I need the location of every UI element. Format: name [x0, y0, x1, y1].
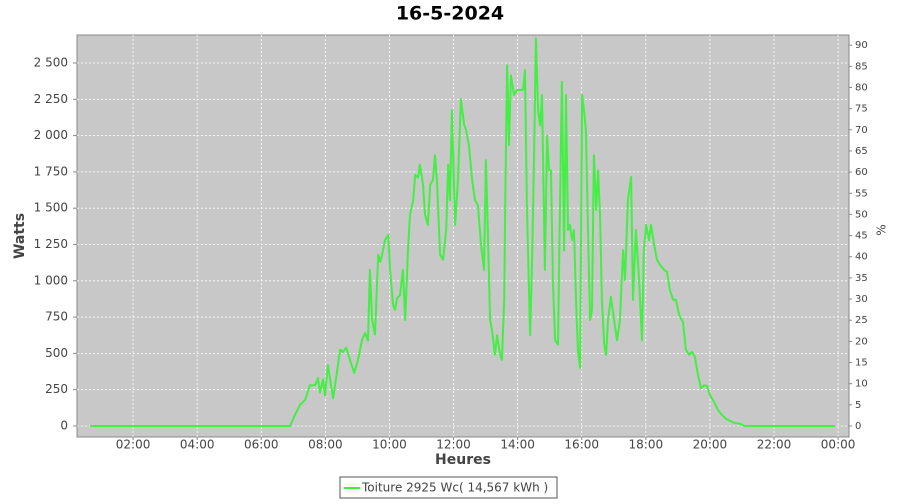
y2-tick-label: 35 — [855, 273, 868, 284]
y-tick-label: 1 750 — [34, 164, 68, 178]
y-tick-label: 250 — [45, 382, 68, 396]
y-tick-label: 500 — [45, 346, 68, 360]
y2-tick-label: 70 — [855, 125, 868, 136]
plot-area — [76, 34, 850, 438]
y2-tick-label: 15 — [855, 358, 868, 369]
y2-tick-label: 20 — [855, 336, 868, 347]
y-axis-label: Watts — [12, 213, 28, 259]
y2-tick-label: 25 — [855, 315, 868, 326]
x-tick-label: 04:00 — [180, 438, 215, 452]
x-tick-label: 14:00 — [500, 438, 535, 452]
legend — [339, 476, 558, 499]
y2-tick-label: 50 — [855, 209, 868, 220]
x-tick-label: 08:00 — [308, 438, 343, 452]
y2-tick-label: 55 — [855, 188, 868, 199]
y2-tick-label: 0 — [855, 421, 861, 432]
x-tick-label: 02:00 — [116, 438, 151, 452]
y2-tick-label: 60 — [855, 167, 868, 178]
y2-tick-label: 85 — [855, 61, 868, 72]
x-tick-label: 12:00 — [436, 438, 471, 452]
x-tick-label: 00:00 — [821, 438, 856, 452]
x-tick-label: 20:00 — [693, 438, 728, 452]
y2-tick-label: 5 — [855, 400, 861, 411]
y2-tick-label: 65 — [855, 146, 868, 157]
y2-tick-label: 10 — [855, 379, 868, 390]
y-tick-label: 2 500 — [34, 56, 68, 70]
y2-tick-label: 80 — [855, 82, 868, 93]
y-tick-label: 2 250 — [34, 92, 68, 106]
y-tick-label: 2 000 — [34, 128, 68, 142]
legend-label: Toiture 2925 Wc( 14,567 kWh ) — [361, 481, 548, 495]
y-tick-label: 750 — [45, 310, 68, 324]
x-tick-label: 10:00 — [372, 438, 407, 452]
x-tick-label: 22:00 — [757, 438, 792, 452]
x-axis-label: Heures — [435, 452, 491, 468]
y-tick-label: 1 000 — [34, 273, 68, 287]
y2-axis-label: % — [875, 224, 889, 235]
y2-tick-label: 75 — [855, 104, 868, 115]
y-tick-label: 0 — [60, 418, 68, 432]
chart-title: 16-5-2024 — [396, 3, 504, 25]
x-tick-label: 06:00 — [244, 438, 279, 452]
x-tick-label: 18:00 — [629, 438, 664, 452]
y2-tick-label: 40 — [855, 252, 868, 263]
x-tick-label: 16:00 — [564, 438, 599, 452]
y2-tick-label: 90 — [855, 40, 868, 51]
y-tick-label: 1 250 — [34, 237, 68, 251]
y2-tick-label: 30 — [855, 294, 868, 305]
y2-tick-label: 45 — [855, 231, 868, 242]
y-tick-label: 1 500 — [34, 201, 68, 215]
series-line — [90, 37, 835, 427]
